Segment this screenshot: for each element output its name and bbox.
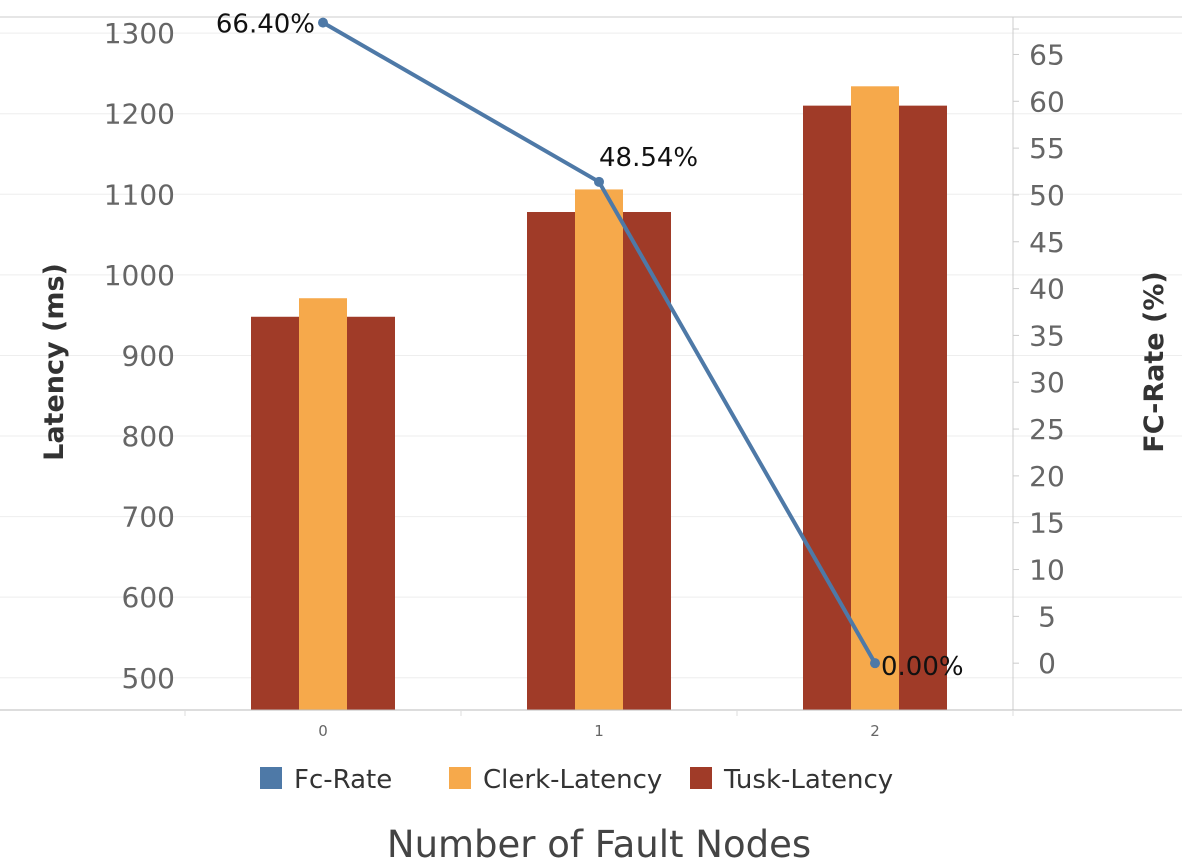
clerk-latency-bar: [299, 298, 347, 710]
legend: Fc-Rate Clerk-Latency Tusk-Latency: [260, 765, 893, 795]
legend-swatch-fc-rate: [260, 767, 282, 789]
y-right-tick-label: 0: [1038, 647, 1056, 680]
fc-rate-data-label: 48.54%: [599, 143, 698, 173]
y-left-tick-label: 1100: [104, 178, 175, 211]
y-left-tick-label: 600: [122, 581, 175, 614]
legend-label-tusk-latency: Tusk-Latency: [723, 765, 893, 795]
y-right-tick-label: 40: [1029, 273, 1065, 306]
legend-label-fc-rate: Fc-Rate: [294, 765, 392, 795]
fc-rate-data-label: 66.40%: [216, 10, 315, 40]
tusk-latency-bar: [251, 316, 299, 710]
y-right-tick-label: 5: [1038, 600, 1056, 633]
y-right-axis-title: FC-Rate (%): [1139, 271, 1170, 452]
y-left-tick-label: 800: [122, 420, 175, 453]
y-right-tick-label: 25: [1029, 413, 1065, 446]
fc-rate-point: [318, 17, 328, 28]
axis-layer: 5006007008009001000110012001300051015202…: [0, 16, 1182, 740]
x-axis-title: Number of Fault Nodes: [387, 823, 811, 861]
legend-label-clerk-latency: Clerk-Latency: [483, 765, 662, 795]
bars-layer: [251, 86, 947, 711]
legend-swatch-tusk-latency: [690, 767, 712, 789]
x-tick-label: 1: [594, 722, 604, 740]
y-right-tick-label: 45: [1029, 226, 1065, 259]
y-right-tick-label: 50: [1029, 179, 1065, 212]
tusk-latency-bar: [623, 212, 671, 711]
legend-swatch-clerk-latency: [449, 767, 471, 789]
y-right-tick-label: 20: [1029, 460, 1065, 493]
y-left-axis-title: Latency (ms): [39, 263, 70, 461]
fc-rate-point: [870, 658, 880, 669]
y-left-tick-label: 1000: [104, 259, 175, 292]
tusk-latency-bar: [803, 105, 851, 711]
y-right-tick-label: 55: [1029, 132, 1065, 165]
y-right-tick-label: 10: [1029, 554, 1065, 587]
y-left-tick-label: 500: [122, 662, 175, 695]
tusk-latency-bar: [899, 105, 947, 711]
y-right-tick-label: 15: [1029, 507, 1065, 540]
clerk-latency-bar: [575, 189, 623, 710]
tusk-latency-bar: [347, 316, 395, 710]
y-right-tick-label: 60: [1029, 85, 1065, 118]
y-right-tick-label: 65: [1029, 38, 1065, 71]
x-tick-label: 0: [318, 722, 328, 740]
y-right-tick-label: 35: [1029, 319, 1065, 352]
tusk-latency-bar: [527, 212, 575, 711]
line-layer: [318, 17, 880, 669]
labels-layer: 66.40% 48.54% 0.00%: [216, 10, 964, 683]
y-left-tick-label: 700: [122, 501, 175, 534]
fc-rate-data-label: 0.00%: [881, 652, 964, 682]
clerk-latency-bar: [851, 86, 899, 711]
y-left-tick-label: 900: [122, 339, 175, 372]
fc-rate-point: [594, 176, 604, 187]
y-right-tick-label: 30: [1029, 366, 1065, 399]
x-tick-label: 2: [870, 722, 880, 740]
y-left-tick-label: 1300: [104, 17, 175, 50]
y-left-tick-label: 1200: [104, 98, 175, 131]
